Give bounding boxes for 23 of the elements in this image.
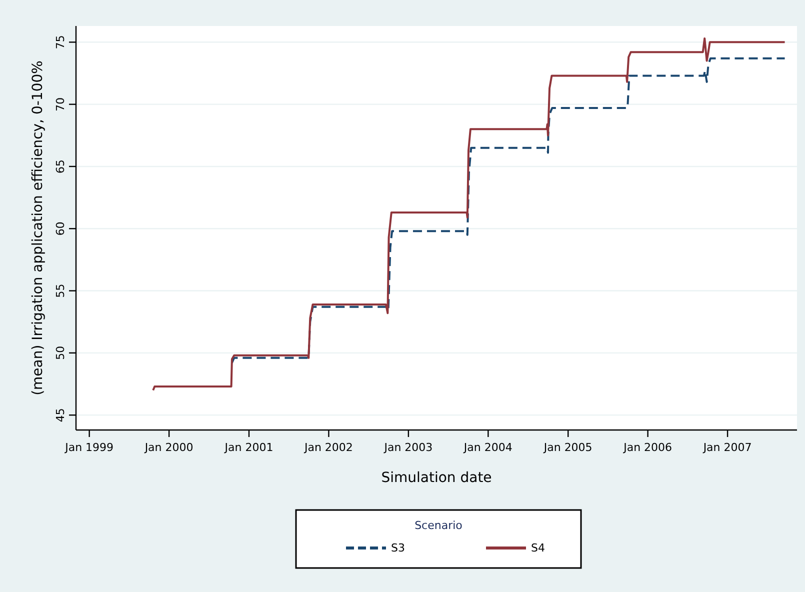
- legend-label: S4: [531, 542, 545, 554]
- x-tick-label: Jan 2003: [383, 441, 433, 454]
- legend-label: S3: [391, 542, 405, 554]
- line-series: [152, 37, 786, 392]
- x-tick-label: Jan 2001: [224, 441, 274, 454]
- y-axis-title: (mean) Irrigation application efficiency, 0-100%: [30, 60, 46, 396]
- x-tick-label: Jan 1999: [64, 441, 114, 454]
- x-tick-label: Jan 2004: [462, 441, 512, 454]
- y-tick-label: 75: [54, 35, 67, 50]
- y-tick-label: 60: [54, 222, 67, 236]
- legend-title: Scenario: [414, 519, 463, 532]
- x-axis-title: Simulation date: [381, 470, 492, 486]
- line-series: [230, 57, 786, 364]
- y-tick-label: 65: [54, 159, 67, 174]
- x-tick-label: Jan 2005: [542, 441, 592, 454]
- y-tick-label: 45: [54, 408, 67, 422]
- x-tick-label: Jan 2000: [144, 441, 194, 454]
- x-tick-label: Jan 2002: [303, 441, 353, 454]
- x-tick-label: Jan 2006: [622, 441, 672, 454]
- y-tick-label: 70: [54, 97, 67, 112]
- y-tick-label: 55: [54, 284, 67, 298]
- x-tick-label: Jan 2007: [702, 441, 752, 454]
- y-tick-label: 50: [54, 346, 67, 360]
